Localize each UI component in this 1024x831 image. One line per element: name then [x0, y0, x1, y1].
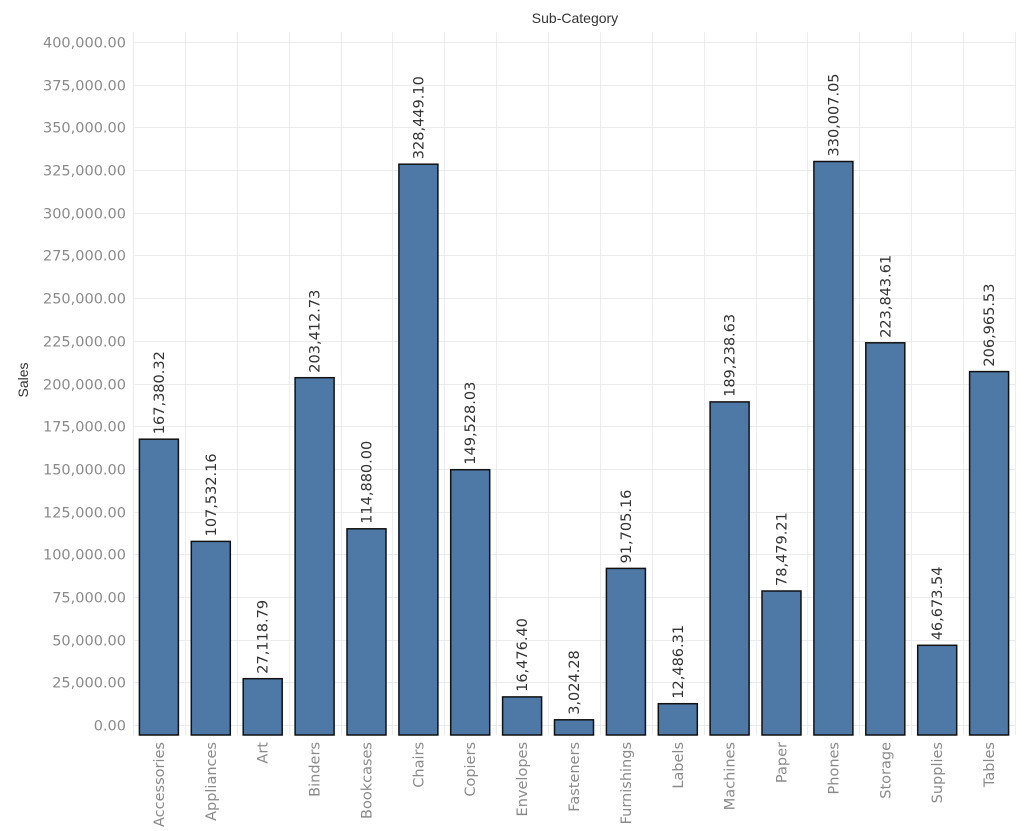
- x-tick-label: Copiers: [463, 742, 479, 797]
- y-tick-label: 75,000.00: [52, 591, 126, 607]
- data-label: 223,843.61: [878, 255, 894, 338]
- x-tick-label: Furnishings: [619, 742, 635, 824]
- x-tick-label: Storage: [878, 742, 894, 799]
- y-tick-label: 25,000.00: [52, 676, 126, 692]
- bar: [761, 590, 802, 736]
- y-tick-label: 250,000.00: [43, 292, 126, 308]
- x-tick-label: Tables: [982, 742, 998, 788]
- y-tick-label: 300,000.00: [43, 207, 126, 223]
- data-label: 114,880.00: [360, 441, 376, 524]
- data-label: 91,705.16: [619, 490, 635, 564]
- bar: [916, 644, 958, 736]
- data-label: 107,532.16: [204, 453, 220, 536]
- bar: [346, 528, 387, 736]
- bar: [501, 696, 543, 736]
- y-tick-label: 325,000.00: [43, 164, 126, 180]
- x-axis-tick-labels: Accessories Appliances Art Binders Bookcases…: [152, 742, 998, 827]
- y-tick-label: 275,000.00: [43, 249, 126, 265]
- bar: [449, 468, 491, 736]
- bar: [813, 160, 854, 736]
- bar: [398, 163, 439, 736]
- y-tick-label: 225,000.00: [43, 335, 126, 351]
- x-tick-label: Supplies: [930, 742, 946, 803]
- x-axis-title: Sub-Category: [532, 10, 618, 26]
- x-tick-label: Binders: [308, 742, 324, 797]
- bar: [657, 702, 699, 736]
- x-tick-label: Accessories: [152, 742, 168, 827]
- x-tick-label: Art: [256, 742, 272, 764]
- data-label: 46,673.54: [930, 567, 946, 641]
- y-tick-label: 375,000.00: [43, 79, 126, 95]
- y-tick-label: 150,000.00: [43, 463, 126, 479]
- y-axis-title: Sales: [15, 362, 31, 397]
- bar: [553, 719, 595, 736]
- y-tick-label: 350,000.00: [43, 121, 126, 137]
- y-tick-label: 0.00: [94, 719, 126, 735]
- data-label: 12,486.31: [671, 625, 687, 699]
- x-tick-label: Envelopes: [515, 742, 531, 816]
- bar: [294, 376, 335, 736]
- y-tick-label: 100,000.00: [43, 548, 126, 564]
- data-label: 3,024.28: [567, 650, 583, 715]
- bar: [190, 540, 232, 736]
- data-label: 203,412.73: [308, 290, 324, 373]
- x-tick-label: Machines: [723, 742, 739, 810]
- bars: [138, 160, 1010, 736]
- y-tick-label: 175,000.00: [43, 420, 126, 436]
- data-label: 149,528.03: [463, 382, 479, 465]
- bar: [709, 401, 750, 736]
- x-tick-label: Bookcases: [360, 742, 376, 819]
- data-label: 328,449.10: [411, 76, 427, 159]
- y-tick-label: 200,000.00: [43, 378, 126, 394]
- data-label: 189,238.63: [723, 314, 739, 397]
- x-tick-label: Appliances: [204, 742, 220, 821]
- bar: [605, 567, 647, 736]
- y-tick-label: 125,000.00: [43, 506, 126, 522]
- x-tick-label: Fasteners: [567, 742, 583, 812]
- bar: [865, 342, 906, 736]
- x-tick-label: Paper: [775, 742, 791, 783]
- y-axis-tick-labels: 0.00 25,000.00 50,000.00 75,000.00 100,000.0…: [43, 36, 126, 735]
- data-label: 27,118.79: [256, 600, 272, 674]
- data-labels: 167,380.32 107,532.16 27,118.79 203,412.73 1…: [152, 73, 998, 714]
- bar: [138, 438, 180, 736]
- bar: [242, 677, 283, 736]
- y-tick-label: 400,000.00: [43, 36, 126, 52]
- data-label: 78,479.21: [775, 512, 791, 586]
- data-label: 206,965.53: [982, 284, 998, 367]
- data-label: 167,380.32: [152, 351, 168, 434]
- data-label: 16,476.40: [515, 618, 531, 692]
- data-label: 330,007.05: [826, 73, 842, 156]
- bar: [968, 370, 1010, 736]
- x-tick-label: Phones: [826, 742, 842, 794]
- y-tick-label: 50,000.00: [52, 634, 126, 650]
- x-tick-label: Chairs: [411, 742, 427, 788]
- x-tick-label: Labels: [671, 742, 687, 789]
